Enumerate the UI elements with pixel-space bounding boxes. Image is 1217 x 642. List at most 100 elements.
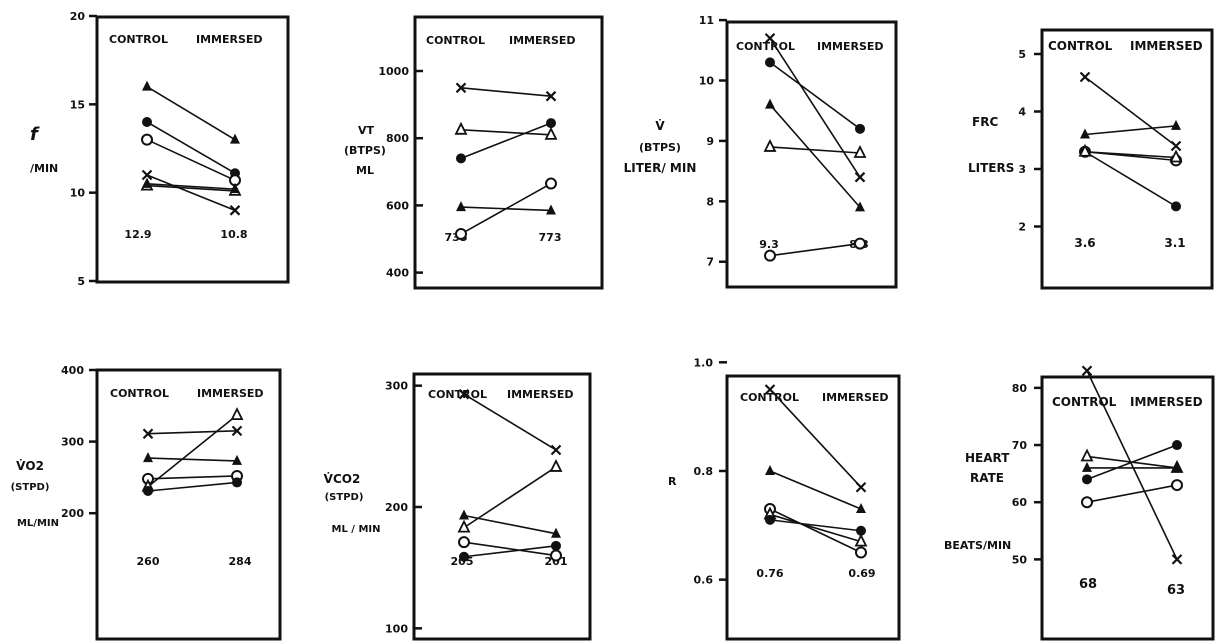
point-control <box>763 138 777 152</box>
plot-area: 7 8 9 10 11 <box>699 14 867 269</box>
point-immersed <box>230 133 240 144</box>
panel-frc: CONTROL IMMERSED FRC LITERS 3.6 3.1 2 3 4 5 <box>968 28 1214 290</box>
panel-frame <box>95 368 282 641</box>
point-immersed <box>230 407 244 421</box>
point-immersed <box>1171 119 1181 130</box>
series-line <box>769 37 861 178</box>
point-control <box>142 117 152 127</box>
point-immersed <box>1172 440 1182 451</box>
series-line <box>147 457 238 462</box>
mean-control: 260 <box>137 555 160 568</box>
panel-frame <box>725 20 898 289</box>
header-immersed: IMMERSED <box>817 40 884 53</box>
point-immersed <box>1171 479 1183 492</box>
series-line <box>147 430 238 435</box>
series-line <box>769 61 861 130</box>
point-control <box>1078 143 1092 157</box>
series-line <box>146 121 236 174</box>
series-line <box>769 242 861 257</box>
header-control: CONTROL <box>109 33 168 46</box>
series-line <box>463 545 557 558</box>
header-control: CONTROL <box>1052 395 1117 409</box>
point-immersed <box>1171 201 1181 212</box>
point-immersed <box>545 90 557 102</box>
point-immersed <box>546 204 556 215</box>
point-control <box>1080 448 1094 462</box>
ylabel-line: ML / MIN <box>332 524 381 535</box>
mean-immersed: 3.1 <box>1164 236 1185 250</box>
series-line <box>1086 484 1178 504</box>
header-control: CONTROL <box>428 388 487 401</box>
series-line <box>460 182 552 235</box>
point-control <box>142 177 152 188</box>
ylabel-line: V̇CO2 <box>324 472 361 486</box>
point-immersed <box>1170 140 1182 152</box>
y-tick-label: 50 <box>1012 553 1028 566</box>
point-immersed <box>550 549 562 562</box>
header-control: CONTROL <box>1048 39 1113 53</box>
ylabel-line: ML <box>356 164 374 177</box>
point-control <box>142 80 152 91</box>
ylabel-line: VT <box>358 124 375 137</box>
panel-frame <box>1040 28 1214 290</box>
y-tick-label: 0.8 <box>694 465 714 478</box>
point-control <box>1081 365 1093 376</box>
point-control <box>142 428 154 440</box>
series-line <box>1086 370 1178 560</box>
y-tick-label: 7 <box>706 256 714 269</box>
point-immersed <box>853 144 867 158</box>
series-line <box>147 481 238 492</box>
y-tick-label: 8 <box>706 195 714 208</box>
point-control <box>765 514 775 525</box>
y-tick-label: 600 <box>386 199 409 212</box>
panel-oxygen-uptake: CONTROL IMMERSED V̇O2 (STPD) ML/MIN 260 … <box>11 364 282 641</box>
panel-frame <box>413 15 604 290</box>
header-immersed: IMMERSED <box>822 391 889 404</box>
y-tick-label: 300 <box>385 380 408 393</box>
point-control <box>764 384 776 395</box>
point-immersed <box>856 525 866 536</box>
point-control <box>1081 496 1093 509</box>
series-line <box>147 475 238 480</box>
ylabel-line: (STPD) <box>11 482 50 493</box>
ylabel-line: /MIN <box>30 162 58 175</box>
header-immersed: IMMERSED <box>1130 395 1203 409</box>
mean-control: 3.6 <box>1074 236 1095 250</box>
y-tick-label: 200 <box>61 507 84 520</box>
series-line <box>147 414 238 488</box>
mean-control: 9.3 <box>759 238 779 251</box>
point-control <box>1082 474 1092 485</box>
series-line <box>1084 150 1177 159</box>
y-tick-label: 15 <box>70 98 85 111</box>
header-immersed: IMMERSED <box>197 387 264 400</box>
mean-immersed: 773 <box>539 231 562 244</box>
y-tick-label: 2 <box>1018 221 1026 234</box>
y-tick-label: 300 <box>61 436 84 449</box>
point-control <box>458 536 470 549</box>
point-control <box>458 388 470 400</box>
point-immersed <box>546 118 556 129</box>
point-immersed <box>1171 554 1183 565</box>
point-control <box>1080 128 1090 139</box>
panel-frame <box>412 372 592 641</box>
point-control <box>1079 71 1091 83</box>
point-control <box>143 452 153 463</box>
point-immersed <box>854 171 866 183</box>
y-tick-label: 10 <box>70 187 86 200</box>
point-immersed <box>855 123 865 134</box>
y-tick-label: 11 <box>699 14 714 27</box>
point-immersed <box>1169 149 1183 163</box>
plot-area: 50 60 70 80 <box>1012 365 1184 566</box>
series-line <box>460 87 552 97</box>
point-control <box>765 98 775 109</box>
panel-tidal-volume: CONTROL IMMERSED VT (BTPS) ML 735 773 40… <box>344 15 604 290</box>
series-line <box>1084 76 1177 147</box>
ylabel-line: LITERS <box>968 161 1014 175</box>
header-immersed: IMMERSED <box>196 33 263 46</box>
series-line <box>146 85 236 141</box>
series-line <box>146 183 236 190</box>
ylabel-line: f <box>30 124 40 145</box>
point-control <box>765 57 775 68</box>
y-tick-label: 70 <box>1012 439 1028 452</box>
